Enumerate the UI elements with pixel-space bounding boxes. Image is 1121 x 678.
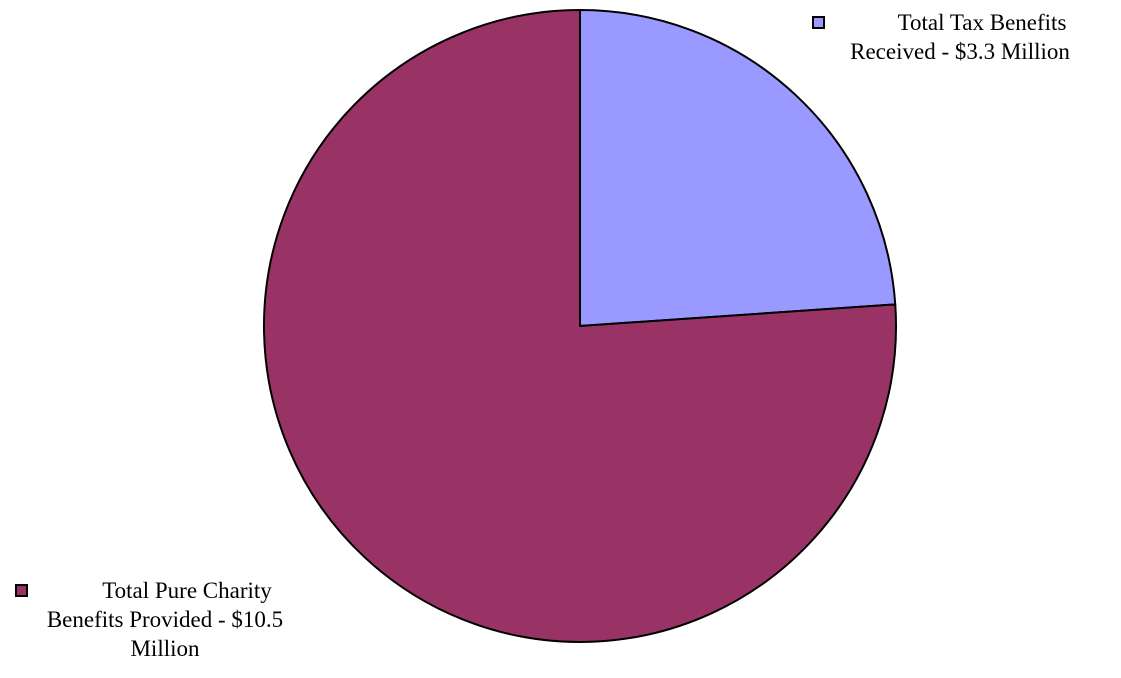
slice-label-line: Benefits Provided - $10.5 [46,607,284,632]
slice-label-line: Total Pure Charity [102,578,272,603]
pie-slices [263,9,897,643]
slice-label-tax-benefits: Total Tax Benefits Received - $3.3 Milli… [800,8,1120,66]
legend-swatch-tax-benefits [812,16,825,29]
slice-label-line: Million [130,636,200,661]
legend-swatch-pure-charity [15,584,28,597]
pie-slice-tax-benefits [579,9,897,327]
slice-label-pure-charity: Total Pure Charity Benefits Provided - $… [0,576,330,663]
slice-label-line: Total Tax Benefits [897,10,1067,35]
pie-slice-pure-charity [263,9,897,643]
slice-label-line: Received - $3.3 Million [850,39,1070,64]
